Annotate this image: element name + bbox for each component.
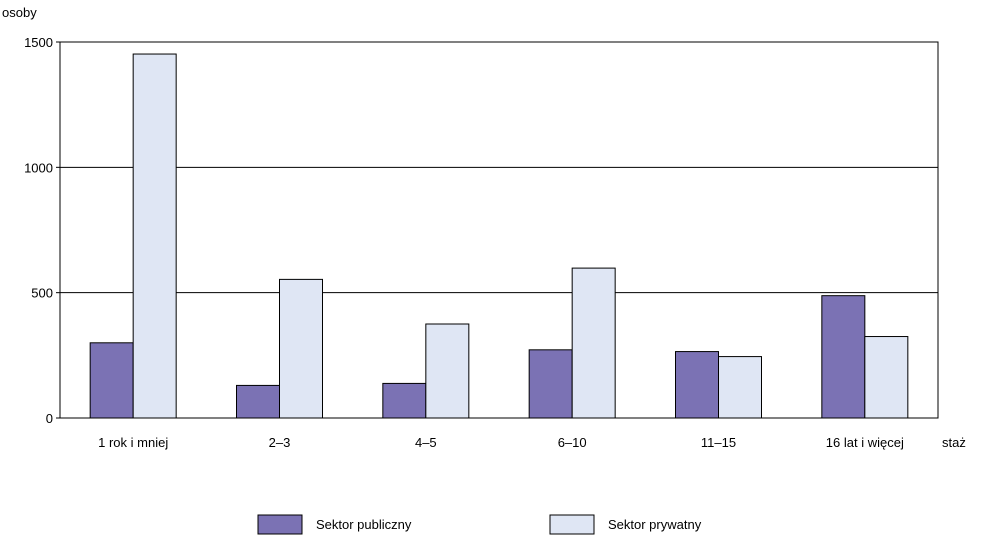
bar-prywatny [718,356,762,419]
y-tick-label: 1000 [24,160,53,175]
x-tick-label: 2–3 [269,435,291,450]
y-tick-label: 1500 [24,35,53,50]
x-axis-ticks: 1 rok i mniej 2–3 4–5 6–10 11–15 16 lat i wię… [98,435,904,450]
x-tick-label: 1 rok i mniej [98,435,168,450]
legend-swatch-prywatny [549,514,595,535]
bar-publiczny [675,351,719,419]
legend-swatch-publiczny [257,514,303,535]
y-tick-label: 500 [31,286,53,301]
bar-publiczny [821,295,866,419]
x-axis-label: staż [942,435,966,450]
x-tick-label: 16 lat i więcej [826,435,904,450]
bar-publiczny [89,342,134,419]
plot-frame [59,41,939,419]
y-axis-label: osoby [2,5,37,20]
legend-label-publiczny: Sektor publiczny [316,517,412,532]
legend-label-prywatny: Sektor prywatny [608,517,702,532]
x-tick-label: 11–15 [701,435,736,450]
bar-prywatny [571,267,616,419]
bar-publiczny [382,382,427,419]
bar-prywatny [132,53,177,419]
bar-prywatny [279,278,323,419]
y-tick-label: 0 [46,411,53,426]
bars [89,53,909,419]
bar-prywatny [425,323,470,419]
y-axis-ticks: 0 500 1000 1500 [24,35,60,426]
bar-publiczny [236,384,280,419]
x-tick-label: 4–5 [415,435,437,450]
plot-area [60,42,938,418]
x-tick-label: 6–10 [558,435,587,450]
bar-prywatny [864,336,909,419]
legend: Sektor publiczny Sektor prywatny [257,514,702,535]
bar-publiczny [528,349,573,419]
gridlines [60,166,938,294]
